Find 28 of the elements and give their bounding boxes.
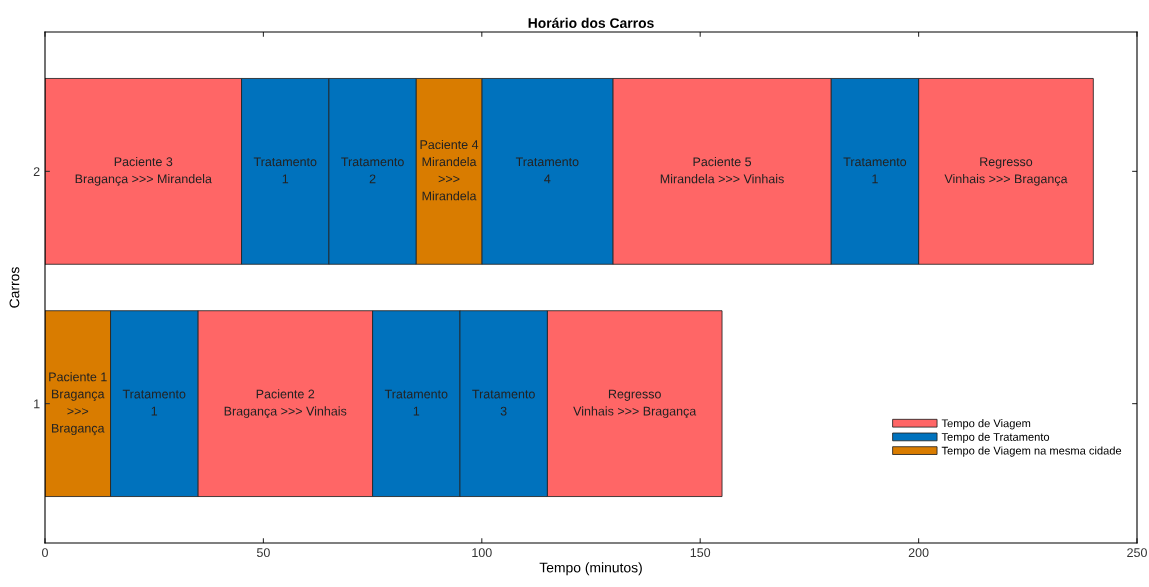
legend-label: Tempo de Viagem na mesma cidade [941,446,1122,457]
x-tick-label: 0 [42,548,48,558]
x-axis-title: Tempo (minutos) [539,562,642,576]
data-label: Paciente 1 Bragança >>> Bragança [49,372,107,436]
data-label: Tratamento 1 [253,157,317,184]
data-label: Tratamento 3 [472,389,535,416]
data-label: Tratamento 2 [341,157,404,184]
data-label: Tratamento 1 [384,389,448,416]
x-tick-label: 100 [472,548,492,558]
data-label: Tratamento 4 [515,157,579,184]
chart-title: Horário dos Carros [528,17,654,28]
x-tick-label: 50 [256,548,270,558]
x-tick-label: 200 [908,548,929,558]
data-label: Paciente 4 Mirandela >>> Mirandela [420,139,479,201]
y-tick-label: 1 [34,399,40,409]
x-tick-label: 250 [1127,548,1147,558]
data-label: Paciente 5 Mirandela >>> Vinhais [660,156,784,184]
y-tick-label: 2 [33,167,40,176]
data-label: Regresso Vinhais >>> Bragança [573,389,697,419]
data-label: Paciente 2 Bragança >>> Vinhais [224,389,347,419]
data-label: Regresso Vinhais >>> Bragança [944,157,1068,186]
x-tick-label: 150 [690,548,711,558]
y-axis-title: Carros [9,267,20,308]
data-label: Tratamento 1 [843,157,907,184]
data-label: Paciente 3 Bragança >>> Mirandela [75,156,212,186]
data-label: Tratamento 1 [122,389,186,416]
legend-label: Tempo de Viagem [941,419,1031,430]
legend-label: Tempo de Tratamento [941,432,1050,444]
